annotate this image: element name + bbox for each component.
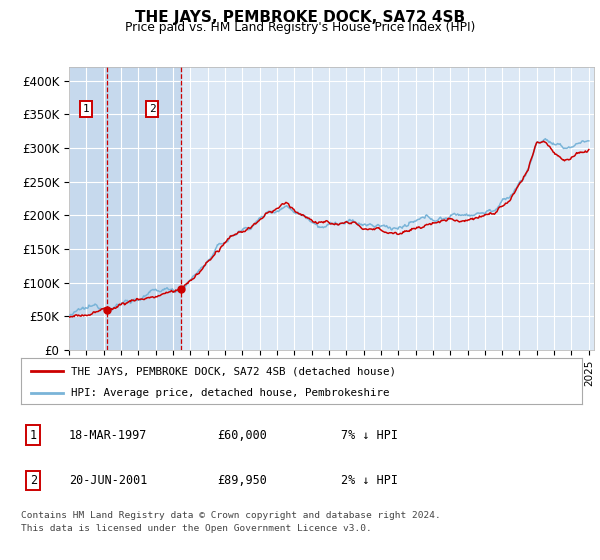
Text: 2: 2 bbox=[149, 104, 155, 114]
Text: THE JAYS, PEMBROKE DOCK, SA72 4SB: THE JAYS, PEMBROKE DOCK, SA72 4SB bbox=[135, 10, 465, 25]
Text: 20-JUN-2001: 20-JUN-2001 bbox=[68, 474, 147, 487]
Text: 7% ↓ HPI: 7% ↓ HPI bbox=[341, 429, 398, 442]
Text: £60,000: £60,000 bbox=[217, 429, 267, 442]
Text: Contains HM Land Registry data © Crown copyright and database right 2024.: Contains HM Land Registry data © Crown c… bbox=[21, 511, 441, 520]
Text: 2: 2 bbox=[30, 474, 37, 487]
Text: £89,950: £89,950 bbox=[217, 474, 267, 487]
Text: HPI: Average price, detached house, Pembrokeshire: HPI: Average price, detached house, Pemb… bbox=[71, 388, 390, 398]
Text: THE JAYS, PEMBROKE DOCK, SA72 4SB (detached house): THE JAYS, PEMBROKE DOCK, SA72 4SB (detac… bbox=[71, 366, 397, 376]
Text: 2% ↓ HPI: 2% ↓ HPI bbox=[341, 474, 398, 487]
Text: This data is licensed under the Open Government Licence v3.0.: This data is licensed under the Open Gov… bbox=[21, 524, 372, 533]
Text: 1: 1 bbox=[83, 104, 90, 114]
Text: 1: 1 bbox=[30, 429, 37, 442]
Text: 18-MAR-1997: 18-MAR-1997 bbox=[68, 429, 147, 442]
Bar bbox=[69, 67, 107, 350]
Text: Price paid vs. HM Land Registry's House Price Index (HPI): Price paid vs. HM Land Registry's House … bbox=[125, 21, 475, 34]
Bar bbox=[107, 67, 181, 350]
